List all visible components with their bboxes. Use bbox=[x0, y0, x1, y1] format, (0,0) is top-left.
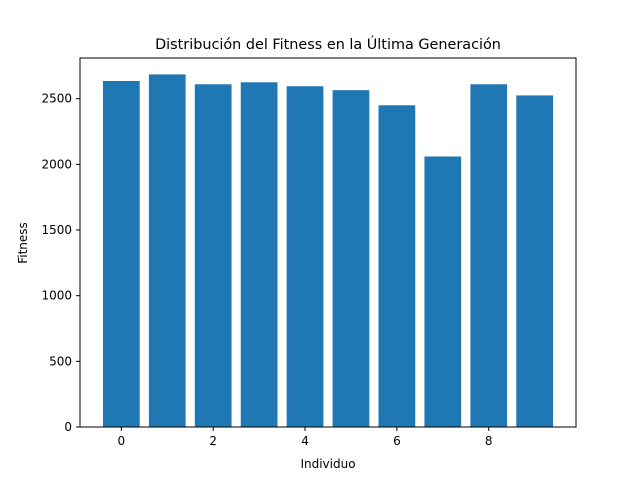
x-axis-title: Individuo bbox=[300, 457, 355, 471]
bar-0 bbox=[102, 80, 140, 427]
x-axis: 0 2 4 6 8 bbox=[118, 427, 493, 448]
bar-4 bbox=[286, 86, 324, 427]
x-tick-label: 0 bbox=[118, 434, 126, 448]
y-axis-title: Fitness bbox=[16, 222, 30, 264]
plot-frame bbox=[79, 57, 577, 428]
bar-3 bbox=[240, 82, 278, 428]
y-tick-label: 2000 bbox=[41, 157, 72, 171]
x-tick-label: 4 bbox=[301, 434, 309, 448]
y-tick-label: 2500 bbox=[41, 92, 72, 106]
y-tick-label: 1500 bbox=[41, 223, 72, 237]
bar-2 bbox=[194, 84, 232, 428]
y-axis: 0 500 1000 1500 2000 2500 bbox=[41, 92, 80, 434]
x-tick-label: 2 bbox=[209, 434, 217, 448]
bar-1 bbox=[148, 74, 186, 428]
bar-6 bbox=[378, 105, 416, 428]
x-tick-label: 6 bbox=[393, 434, 401, 448]
bars-group bbox=[102, 74, 554, 428]
y-tick-label: 500 bbox=[49, 354, 72, 368]
y-tick-label: 0 bbox=[64, 420, 72, 434]
chart-title: Distribución del Fitness en la Última Ge… bbox=[155, 35, 501, 53]
x-tick-label: 8 bbox=[485, 434, 493, 448]
bar-7 bbox=[424, 156, 462, 427]
bar-5 bbox=[332, 90, 370, 427]
bar-9 bbox=[516, 95, 554, 428]
y-tick-label: 1000 bbox=[41, 289, 72, 303]
bar-8 bbox=[470, 84, 508, 428]
